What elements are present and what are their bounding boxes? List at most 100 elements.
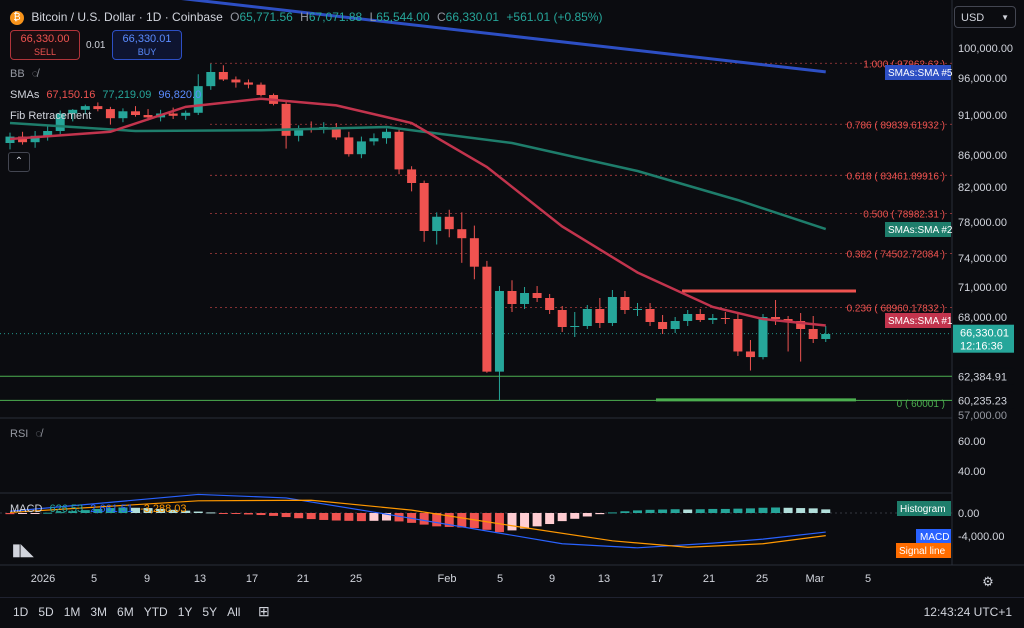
candle[interactable] (281, 103, 291, 136)
sell-button[interactable]: 66,330.00 SELL (10, 30, 80, 60)
candle[interactable] (256, 84, 266, 96)
bb-legend[interactable]: BB ◌̸ (10, 68, 42, 80)
candle[interactable] (607, 297, 617, 323)
sma-line[interactable] (9, 97, 826, 327)
sma-line[interactable] (9, 121, 827, 231)
candle[interactable] (93, 106, 103, 110)
macd-histogram-bar (356, 513, 366, 522)
candle[interactable] (469, 238, 479, 267)
candle[interactable] (695, 314, 705, 320)
candle[interactable] (720, 318, 730, 319)
macd-legend[interactable]: MACD 626.53 2,661.51 -3,288.03 (10, 503, 191, 515)
range-button-1m[interactable]: 1M (63, 605, 81, 619)
candle[interactable] (633, 309, 642, 310)
sma-line[interactable] (10, 0, 826, 74)
buy-button[interactable]: 66,330.01 BUY (112, 30, 182, 60)
candle[interactable] (118, 111, 128, 119)
tradingview-logo[interactable]: ▮◣ (12, 542, 34, 559)
smas-legend[interactable]: SMAs 67,150.16 77,219.09 96,820.0 (10, 89, 205, 101)
candle[interactable] (758, 317, 768, 358)
candle[interactable] (105, 109, 115, 119)
candle[interactable] (457, 229, 467, 239)
candle[interactable] (382, 131, 391, 139)
range-button-6m[interactable]: 6M (117, 605, 134, 619)
rsi-label: RSI (10, 428, 29, 440)
candle[interactable] (582, 309, 592, 326)
candle[interactable] (683, 314, 693, 321)
range-button-1y[interactable]: 1Y (177, 605, 193, 619)
range-button-ytd[interactable]: YTD (143, 605, 168, 619)
candle[interactable] (532, 293, 542, 298)
candle[interactable] (206, 72, 216, 87)
candle[interactable] (55, 113, 65, 131)
candle[interactable] (243, 82, 253, 85)
candle[interactable] (733, 319, 743, 352)
candle[interactable] (131, 111, 140, 115)
candle[interactable] (294, 128, 304, 136)
candle[interactable] (783, 319, 793, 321)
eye-hidden-icon[interactable]: ◌̸ (35, 428, 42, 440)
candle[interactable] (745, 351, 755, 358)
candle[interactable] (645, 309, 655, 322)
rsi-legend[interactable]: RSI ◌̸ (10, 428, 46, 440)
candle[interactable] (808, 329, 818, 339)
price-change: +561.01 (+0.85%) (506, 10, 603, 24)
candle[interactable] (557, 310, 567, 327)
candle[interactable] (18, 136, 28, 143)
candle[interactable] (595, 309, 605, 323)
candle[interactable] (369, 138, 379, 142)
candle[interactable] (394, 131, 404, 170)
currency-selector[interactable]: USD ▼ (954, 6, 1016, 28)
eye-hidden-icon[interactable]: ◌̸ (31, 68, 39, 80)
fib-legend[interactable]: Fib Retracement (10, 110, 95, 122)
candle[interactable] (670, 321, 680, 329)
range-button-3m[interactable]: 3M (90, 605, 108, 619)
candle[interactable] (181, 112, 191, 116)
range-button-1d[interactable]: 1D (13, 605, 29, 619)
candle[interactable] (231, 79, 241, 83)
calendar-range-icon[interactable]: ⊞ (258, 603, 270, 619)
price-axis-label: 78,000.00 (958, 217, 1007, 229)
candle[interactable] (80, 106, 90, 110)
sma-tag-bg (885, 65, 951, 80)
candle[interactable] (68, 109, 78, 114)
clock-time[interactable]: 12:43:24 UTC+1 (923, 605, 1012, 619)
candle[interactable] (344, 137, 354, 155)
candle[interactable] (771, 317, 781, 319)
macd-histogram-bar (582, 513, 592, 517)
settings-icon[interactable]: ⚙ (982, 574, 994, 589)
candle[interactable] (796, 321, 806, 329)
macd-histogram-bar (206, 512, 216, 514)
candle[interactable] (5, 136, 15, 143)
candle[interactable] (218, 72, 228, 80)
candle[interactable] (482, 266, 492, 372)
candle[interactable] (143, 115, 153, 118)
candle[interactable] (407, 169, 417, 183)
candle[interactable] (821, 334, 831, 339)
candle[interactable] (444, 216, 454, 230)
candle[interactable] (570, 326, 580, 327)
candle[interactable] (494, 291, 504, 372)
range-button-5y[interactable]: 5Y (202, 605, 218, 619)
collapse-legend-button[interactable]: ⌃ (8, 152, 30, 172)
candle[interactable] (520, 293, 530, 304)
candle[interactable] (620, 297, 630, 310)
candle[interactable] (507, 291, 517, 304)
candle[interactable] (43, 131, 53, 136)
candle[interactable] (545, 298, 555, 310)
macd-histogram-bar (432, 513, 442, 527)
candle[interactable] (356, 141, 366, 155)
macd-line[interactable] (9, 493, 826, 549)
candle[interactable] (708, 318, 718, 320)
candle[interactable] (168, 113, 178, 116)
candle[interactable] (30, 135, 40, 143)
price-chart[interactable]: 1.000 ( 97962.62 ) 0.786 ( 89839.61932 ) 0… (0, 0, 1024, 597)
candle[interactable] (432, 216, 442, 231)
range-button-all[interactable]: All (227, 605, 241, 619)
candle[interactable] (419, 183, 429, 231)
signal-line[interactable] (9, 499, 826, 548)
candle[interactable] (658, 322, 668, 329)
range-button-5d[interactable]: 5D (38, 605, 54, 619)
candle[interactable] (331, 127, 341, 138)
candle[interactable] (193, 86, 203, 113)
